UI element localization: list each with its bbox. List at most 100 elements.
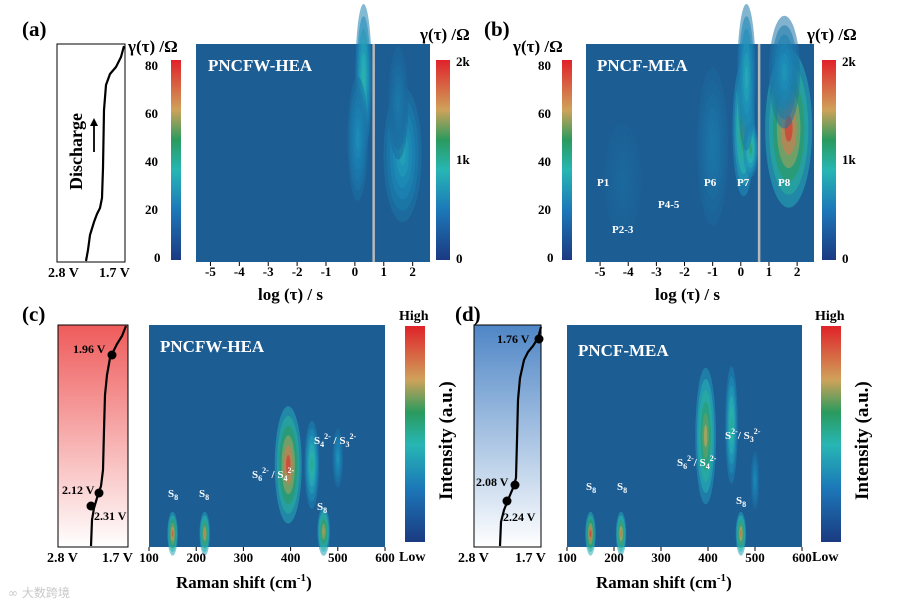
x-tick-label-3-3: 400 — [698, 550, 718, 565]
y-axis-title-a: γ(τ) /Ω — [127, 37, 178, 56]
cbar-tick-a-1k: 1k — [456, 152, 471, 167]
peak-label-p6: P6 — [704, 177, 717, 189]
voltage-point-2-24 — [502, 496, 512, 506]
cbar-low-c: Low — [399, 550, 426, 565]
cbar-low-d: Low — [812, 550, 839, 565]
heatmap-bg-c — [149, 325, 385, 547]
y-ticks-a: 80 60 40 20 0 — [145, 58, 161, 265]
x-ticks-c: 100 200 300 400 500 600 — [139, 547, 395, 565]
voltage-point-1-76 — [534, 334, 544, 344]
voltage-end-c: 1.7 V — [102, 551, 133, 566]
voltage-label-2-31: 2.31 V — [94, 509, 127, 523]
peak-label-p7: P7 — [737, 177, 750, 189]
species-labels-c: S8 S8 S62- / S42- S42- / S32- S8 — [168, 432, 356, 515]
peak-label-p8: P8 — [778, 177, 791, 189]
voltage-label-2-12: 2.12 V — [62, 483, 95, 497]
voltage-label-1-76: 1.76 V — [497, 332, 530, 346]
heatmap-blobs-a — [347, 3, 422, 262]
y-tick-20: 20 — [538, 202, 551, 217]
y-tick-20: 20 — [145, 202, 158, 217]
species-labels-d: S8 S8 S62-/ S42- S2-/ S32- S8 — [586, 427, 761, 509]
x-tick-label-1-1: -4 — [623, 264, 634, 279]
heatmap-blobs-d — [585, 366, 760, 556]
x-tick-label-3-2: 300 — [651, 550, 671, 565]
heatmap-blob-3-0-layer-5 — [589, 530, 592, 538]
voltage-label-2-24: 2.24 V — [503, 510, 536, 524]
peak-label-p4-5: P4-5 — [658, 199, 680, 211]
colorbar-d — [821, 326, 841, 542]
cbar-high-c: High — [399, 309, 429, 324]
voltage-profile-box-a — [56, 43, 126, 263]
panel-label-c: (c) — [22, 302, 45, 326]
x-tick-label-2-0: 100 — [139, 550, 159, 565]
x-ticks-b: -5 -4 -3 -2 -1 0 1 2 — [595, 262, 800, 279]
species-s8-470: S8 — [736, 495, 746, 509]
cbar-high-d: High — [815, 309, 845, 324]
x-tick-label-1-5: 0 — [738, 264, 745, 279]
x-tick-label-3-1: 200 — [604, 550, 624, 565]
species-s8-218: S8 — [199, 488, 209, 502]
y-tick-60: 60 — [538, 106, 551, 121]
voltage-curve-d — [498, 326, 543, 547]
species-s8-150: S8 — [586, 481, 596, 495]
heatmap-blob-2-5-layer-5 — [336, 453, 339, 464]
heatmap-blob-3-3-layer-5 — [703, 424, 708, 448]
x-tick-label-0-4: -1 — [321, 264, 332, 279]
discharge-label: Discharge — [66, 113, 86, 190]
cbar-tick-b-1k: 1k — [842, 152, 857, 167]
heatmap-blob-0-1-layer-5 — [356, 128, 360, 150]
heatmap-blob-3-2-layer-5 — [739, 530, 742, 538]
panel-label-b: (b) — [484, 17, 510, 41]
material-label-b: PNCF-MEA — [597, 56, 688, 75]
voltage-start-d: 2.8 V — [458, 551, 489, 566]
species-s8-150: S8 — [168, 488, 178, 502]
voltage-point-2-12 — [94, 488, 104, 498]
x-tick-label-0-5: 0 — [352, 264, 359, 279]
heatmap-blobs-c — [167, 406, 343, 556]
y-tick-60: 60 — [145, 106, 158, 121]
y-tick-80: 80 — [145, 58, 158, 73]
heatmap-blob-1-1-layer-5 — [749, 144, 752, 154]
heatmap-blob-2-3-layer-5 — [285, 455, 291, 475]
watermark: ∞ 大数跨境 — [8, 585, 70, 600]
x-tick-label-3-5: 600 — [792, 550, 812, 565]
colorbar-b — [822, 60, 836, 260]
peak-labels-b: P1 P2-3 P4-5 P6 P7 P8 — [597, 177, 791, 236]
colorbar-a — [436, 60, 450, 260]
side-colorbar-a — [171, 60, 181, 260]
voltage-label-2-08: 2.08 V — [476, 475, 509, 489]
cbar-tick-a-2k: 2k — [456, 54, 471, 69]
y-ticks-b: 80 60 40 20 0 — [538, 58, 554, 265]
panel-label-d: (d) — [455, 302, 481, 326]
x-tick-label-0-2: -3 — [263, 264, 274, 279]
x-ticks-d: 100 200 300 400 500 600 — [557, 547, 812, 565]
discharge-arrow-head — [90, 118, 98, 126]
colorbar-c — [405, 326, 425, 542]
species-s4-s3: S2-/ S32- — [725, 427, 761, 444]
y-tick-0: 0 — [154, 250, 161, 265]
voltage-end-d: 1.7 V — [515, 551, 546, 566]
side-colorbar-b — [562, 60, 572, 260]
x-tick-label-1-2: -3 — [651, 264, 662, 279]
x-axis-label-c: Raman shift (cm-1) — [176, 572, 312, 592]
panel-label-a: (a) — [22, 17, 47, 41]
heatmap-blob-1-5-layer-5 — [710, 133, 716, 160]
x-axis-label-a: log (τ) / s — [258, 285, 323, 304]
cbar-tick-a-0: 0 — [456, 251, 463, 266]
heatmap-blob-1-4-layer-5 — [781, 62, 788, 82]
colorbar-title-c: Intensity (a.u.) — [436, 381, 457, 500]
voltage-point-1-96 — [107, 350, 117, 360]
species-s4-s3: S42- / S32- — [314, 432, 356, 449]
cbar-tick-b-2k: 2k — [842, 54, 857, 69]
x-tick-label-0-6: 1 — [381, 264, 388, 279]
x-tick-label-1-0: -5 — [595, 264, 606, 279]
y-tick-0: 0 — [547, 250, 554, 265]
heatmap-blob-2-0-layer-5 — [171, 530, 174, 538]
heatmap-blob-2-2-layer-5 — [322, 527, 325, 536]
heatmap-blob-0-0-layer-5 — [362, 65, 365, 90]
heatmap-blobs-b — [604, 3, 813, 262]
peak-label-p1: P1 — [597, 177, 609, 189]
watermark-logo-icon: ∞ — [8, 586, 22, 600]
x-tick-label-0-7: 2 — [409, 264, 416, 279]
